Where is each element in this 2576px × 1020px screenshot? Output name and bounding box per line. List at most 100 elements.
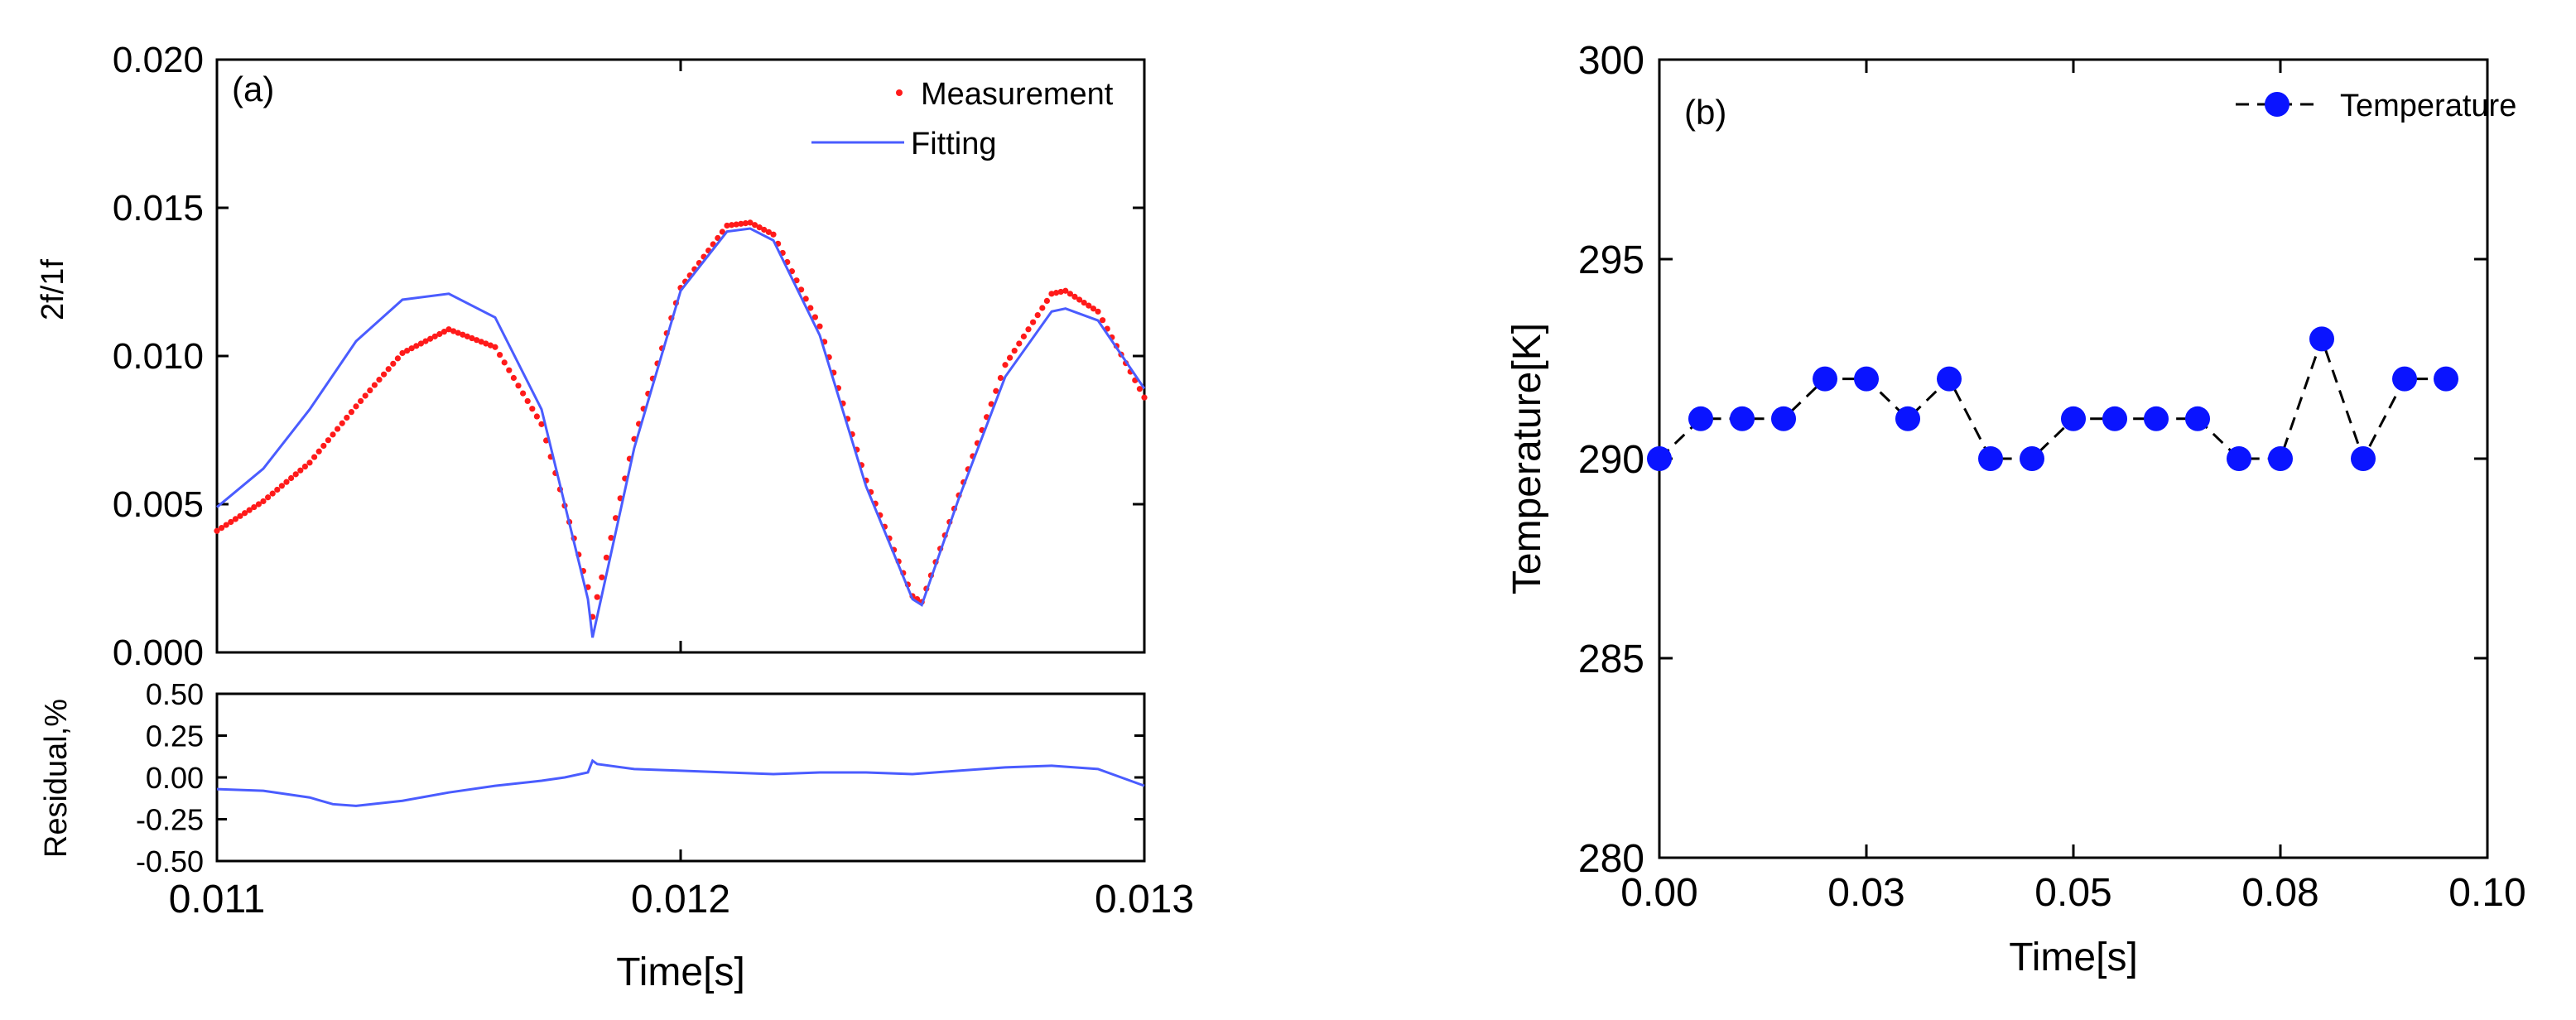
panel-b-x-tick-label: 0.08	[2241, 871, 2318, 915]
measurement-point	[445, 326, 452, 333]
measurement-point	[733, 221, 739, 228]
measurement-point	[335, 426, 341, 432]
measurement-point	[269, 490, 276, 497]
panel-a-x-tick-label: 0.012	[631, 878, 730, 921]
panel-b-y-axis-label: Temperature[K]	[1505, 323, 1549, 594]
panel-a-y-tick-label: 0.015	[113, 188, 204, 229]
measurement-point	[260, 498, 267, 505]
measurement-point	[487, 342, 494, 349]
measurement-point	[761, 226, 768, 233]
measurement-point	[408, 345, 415, 352]
measurement-point	[394, 355, 401, 362]
measurement-point	[738, 220, 744, 227]
measurement-point	[1030, 319, 1037, 325]
panel-a-y-tick-label: 0.020	[113, 40, 204, 80]
measurement-point	[807, 305, 814, 311]
measurement-point	[529, 406, 536, 412]
measurement-point	[214, 527, 220, 534]
measurement-point	[441, 329, 448, 335]
measurement-point	[533, 413, 541, 420]
panel-a-x-ticks: 0.011 0.012 0.013	[169, 849, 1194, 921]
measurement-point	[613, 515, 619, 522]
panel-b-y-tick-label: 280	[1578, 837, 1644, 881]
temperature-point	[1730, 406, 1755, 431]
measurement-point	[344, 414, 350, 421]
measurement-point	[265, 494, 272, 501]
measurement-point	[1002, 362, 1009, 368]
measurement-point	[237, 512, 243, 519]
panel-a-main-frame	[215, 58, 1146, 654]
measurement-point	[742, 220, 749, 227]
measurement-point	[283, 479, 290, 485]
measurement-point	[770, 231, 777, 238]
measurement-point	[798, 286, 805, 293]
panel-a-residual: -0.50 -0.25 0.00 0.25 0.50 0.011 0.012 0.013 R…	[39, 677, 1194, 994]
panel-a-x-axis-label: Time[s]	[616, 950, 745, 994]
measurement-point	[515, 382, 522, 389]
panel-a-x-tick-label: 0.011	[169, 878, 266, 921]
measurement-point	[311, 454, 318, 460]
measurement-point	[219, 525, 225, 532]
panel-b-x-tick-label: 0.03	[1827, 871, 1904, 915]
measurement-point	[506, 367, 513, 373]
measurement-point	[1081, 299, 1087, 306]
panel-a-y-ticks: 0.000 0.005 0.010 0.015 0.020	[113, 40, 1146, 673]
measurement-point	[278, 483, 285, 489]
measurement-point	[223, 522, 229, 528]
temperature-point	[2227, 446, 2251, 471]
measurement-point	[413, 343, 420, 349]
measurement-point	[1090, 306, 1096, 312]
measurement-point	[997, 374, 1004, 382]
temperature-series-markers	[1647, 326, 2458, 471]
measurement-point	[793, 277, 800, 284]
measurement-point	[474, 337, 480, 344]
fitting-series-line	[216, 227, 1146, 638]
measurement-point	[816, 323, 823, 330]
temperature-point	[2351, 446, 2376, 471]
measurement-point	[390, 360, 397, 367]
residual-y-tick-label: 0.50	[146, 677, 204, 711]
measurement-point	[1048, 291, 1055, 297]
measurement-point	[460, 331, 466, 338]
legend-temperature-marker	[2265, 92, 2290, 117]
measurement-point	[297, 467, 304, 474]
panel-a-residual-frame	[215, 692, 1146, 863]
panel-b-y-ticks: 280 285 290 295 300	[1578, 39, 2487, 881]
panel-b-y-tick-label: 285	[1578, 638, 1644, 681]
legend-measurement-label: Measurement	[921, 77, 1114, 112]
panel-b: 280 285 290 295 300 0.00 0.03 0.05 0.08 0.10 (b)…	[1505, 39, 2526, 979]
measurement-point	[1086, 302, 1092, 309]
measurement-point	[729, 222, 735, 229]
measurement-point	[455, 330, 461, 336]
measurement-point	[1016, 340, 1023, 347]
panel-b-x-ticks: 0.00 0.03 0.05 0.08 0.10	[1620, 60, 2526, 915]
measurement-point	[1057, 288, 1064, 296]
measurement-point	[422, 338, 429, 344]
temperature-point	[2185, 406, 2210, 431]
measurement-point	[315, 448, 322, 455]
panel-b-x-axis-label: Time[s]	[2009, 936, 2138, 979]
measurement-point	[811, 314, 819, 320]
temperature-point	[2102, 406, 2127, 431]
measurement-point	[376, 377, 383, 383]
measurement-point	[724, 222, 730, 229]
measurement-point	[594, 594, 600, 600]
temperature-point	[1978, 446, 2003, 471]
panel-b-x-tick-label: 0.00	[1620, 871, 1697, 915]
panel-a-main: 0.000 0.005 0.010 0.015 0.020 (a) Measuremen…	[36, 40, 1148, 673]
panel-b-x-tick-label: 0.10	[2448, 871, 2525, 915]
temperature-point	[1688, 406, 1713, 431]
measurement-point	[348, 409, 354, 416]
measurement-point	[417, 340, 424, 347]
measurement-point	[427, 335, 434, 342]
measurement-point	[353, 403, 359, 410]
measurement-point	[478, 339, 484, 345]
measurement-point	[362, 392, 368, 399]
measurement-point	[756, 224, 763, 231]
panel-b-y-tick-label: 300	[1578, 39, 1644, 83]
measurement-point	[1141, 394, 1148, 401]
measurement-point	[288, 474, 295, 482]
residual-y-tick-label: -0.50	[136, 844, 204, 878]
panel-a-y-tick-label: 0.000	[113, 633, 204, 673]
